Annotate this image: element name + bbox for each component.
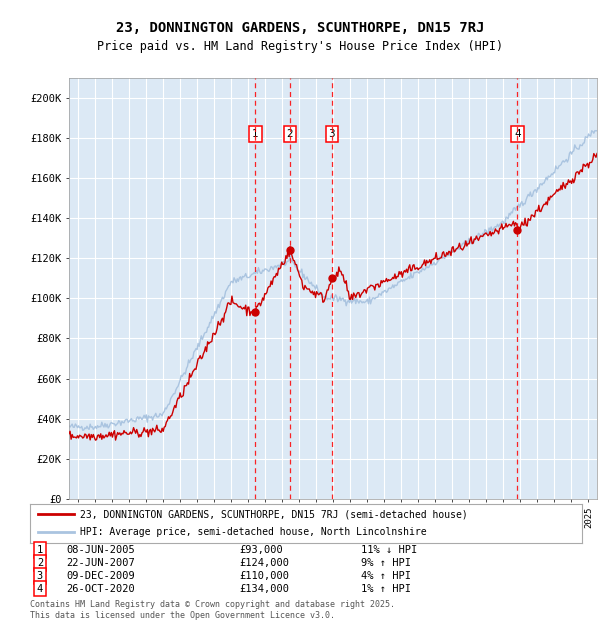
Text: 3: 3 (328, 129, 335, 139)
Text: 4% ↑ HPI: 4% ↑ HPI (361, 571, 411, 581)
Text: £134,000: £134,000 (240, 583, 290, 593)
Text: 4: 4 (514, 129, 521, 139)
Text: 22-JUN-2007: 22-JUN-2007 (66, 558, 134, 568)
Text: 4: 4 (37, 583, 43, 593)
Text: Contains HM Land Registry data © Crown copyright and database right 2025.
This d: Contains HM Land Registry data © Crown c… (30, 600, 395, 620)
Text: 1: 1 (252, 129, 259, 139)
Text: HPI: Average price, semi-detached house, North Lincolnshire: HPI: Average price, semi-detached house,… (80, 527, 427, 537)
Text: 1: 1 (37, 545, 43, 555)
Text: 2: 2 (37, 558, 43, 568)
Text: 23, DONNINGTON GARDENS, SCUNTHORPE, DN15 7RJ: 23, DONNINGTON GARDENS, SCUNTHORPE, DN15… (116, 21, 484, 35)
Text: 1% ↑ HPI: 1% ↑ HPI (361, 583, 411, 593)
Text: £110,000: £110,000 (240, 571, 290, 581)
Text: 09-DEC-2009: 09-DEC-2009 (66, 571, 134, 581)
Text: 2: 2 (287, 129, 293, 139)
Text: 23, DONNINGTON GARDENS, SCUNTHORPE, DN15 7RJ (semi-detached house): 23, DONNINGTON GARDENS, SCUNTHORPE, DN15… (80, 510, 467, 520)
Text: 9% ↑ HPI: 9% ↑ HPI (361, 558, 411, 568)
Text: Price paid vs. HM Land Registry's House Price Index (HPI): Price paid vs. HM Land Registry's House … (97, 40, 503, 53)
Text: 3: 3 (37, 571, 43, 581)
Text: 08-JUN-2005: 08-JUN-2005 (66, 545, 134, 555)
Text: 11% ↓ HPI: 11% ↓ HPI (361, 545, 418, 555)
Text: £124,000: £124,000 (240, 558, 290, 568)
Text: 26-OCT-2020: 26-OCT-2020 (66, 583, 134, 593)
Text: £93,000: £93,000 (240, 545, 284, 555)
